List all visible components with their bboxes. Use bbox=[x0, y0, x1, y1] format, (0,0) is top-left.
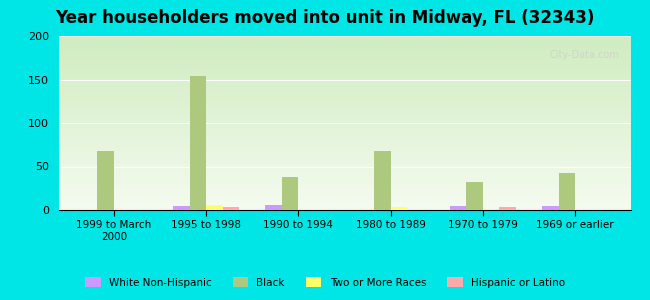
Bar bbox=[265, 205, 281, 210]
Bar bbox=[466, 182, 483, 210]
Text: City-Data.com: City-Data.com bbox=[549, 50, 619, 60]
Bar bbox=[374, 151, 391, 210]
Bar bbox=[206, 205, 223, 210]
Bar bbox=[223, 206, 239, 210]
Bar bbox=[499, 206, 516, 210]
Bar bbox=[391, 206, 408, 210]
Bar bbox=[190, 76, 206, 210]
Bar bbox=[558, 172, 575, 210]
Text: Year householders moved into unit in Midway, FL (32343): Year householders moved into unit in Mid… bbox=[55, 9, 595, 27]
Bar bbox=[98, 151, 114, 210]
Bar bbox=[173, 206, 190, 210]
Bar bbox=[281, 177, 298, 210]
Bar bbox=[450, 206, 466, 210]
Legend: White Non-Hispanic, Black, Two or More Races, Hispanic or Latino: White Non-Hispanic, Black, Two or More R… bbox=[81, 273, 569, 292]
Bar bbox=[542, 206, 558, 210]
